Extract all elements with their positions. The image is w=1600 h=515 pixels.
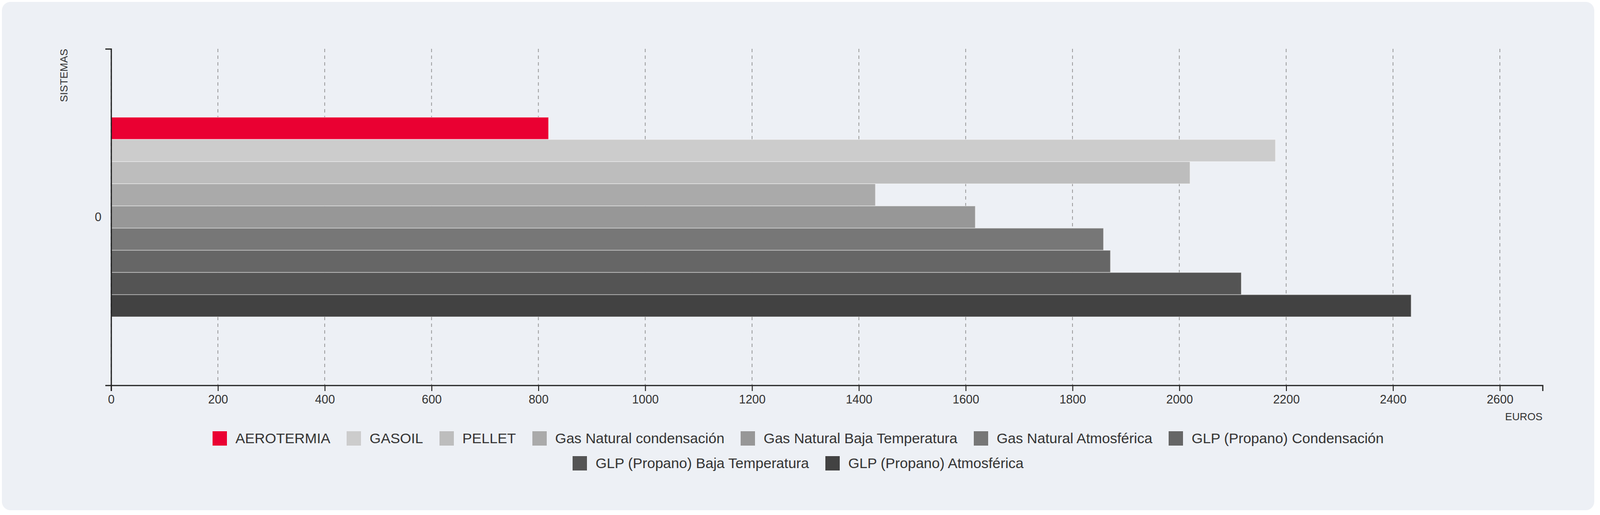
legend-item: GASOIL: [346, 430, 424, 447]
chart: 0 200 400 600 800 1000 1200 1400 1600 1800 2000 220…: [1, 1, 1600, 424]
legend-label: Gas Natural Atmosférica: [996, 430, 1153, 447]
x-tick: 2600: [1486, 385, 1514, 406]
x-tick: 400: [315, 385, 336, 406]
x-tick-mark: [431, 385, 433, 392]
bar: [111, 205, 976, 228]
y-axis-title: SISTEMAS: [57, 48, 70, 102]
x-tick-label: 1600: [952, 392, 980, 406]
x-tick-mark: [1392, 385, 1394, 392]
legend-swatch: [572, 456, 587, 471]
x-tick-mark: [858, 385, 860, 392]
x-tick-mark: [111, 385, 113, 392]
x-tick-label: 1800: [1059, 392, 1087, 406]
x-tick-label: 2200: [1273, 392, 1300, 406]
x-axis: 0 200 400 600 800 1000 1200 1400 1600 1800 2000 220…: [108, 385, 1544, 406]
x-tick-mark: [1179, 385, 1181, 392]
legend-item: Gas Natural condensación: [532, 430, 725, 447]
x-tick-label: 200: [208, 392, 229, 406]
x-tick-label: 1400: [845, 392, 873, 406]
y-axis-line: [105, 49, 112, 386]
x-tick-mark: [1072, 385, 1074, 392]
bar: [111, 250, 1111, 273]
x-tick: 1800: [1059, 385, 1087, 406]
bars: [111, 117, 1412, 317]
legend-label: PELLET: [462, 430, 517, 447]
x-axis-line: [111, 385, 1544, 392]
legend-label: GLP (Propano) Condensación: [1191, 430, 1384, 447]
legend-item: GLP (Propano) Atmosférica: [825, 455, 1024, 472]
legend-swatch: [439, 431, 454, 446]
legend-swatch: [1168, 431, 1184, 446]
legend-swatch: [825, 456, 840, 471]
x-tick: 600: [421, 385, 442, 406]
legend-item: GLP (Propano) Condensación: [1168, 430, 1384, 447]
x-tick: 2200: [1273, 385, 1300, 406]
x-tick-mark: [644, 385, 646, 392]
x-tick-label: 1000: [631, 392, 659, 406]
x-tick-label: 0: [108, 392, 115, 406]
legend-label: Gas Natural condensación: [555, 430, 725, 447]
x-tick-label: 2000: [1166, 392, 1194, 406]
bar: [111, 228, 1104, 251]
x-tick-label: 400: [315, 392, 336, 406]
x-tick: 800: [528, 385, 549, 406]
bar: [111, 294, 1412, 317]
legend-swatch: [346, 431, 361, 446]
legend-item: AEROTERMIA: [212, 430, 331, 447]
x-tick-mark: [1285, 385, 1287, 392]
legend-label: GLP (Propano) Atmosférica: [848, 455, 1024, 472]
x-tick-label: 2400: [1379, 392, 1407, 406]
bar: [111, 139, 1276, 162]
x-tick: 1600: [952, 385, 980, 406]
grid-line: [1499, 48, 1501, 386]
x-tick-label: 1200: [738, 392, 766, 406]
grid-line: [1071, 48, 1073, 386]
legend-item: GLP (Propano) Baja Temperatura: [572, 455, 810, 472]
legend-swatch: [532, 431, 547, 446]
legend-item: PELLET: [439, 430, 517, 447]
legend-item: Gas Natural Atmosférica: [973, 430, 1153, 447]
legend: AEROTERMIA GASOIL PELLET Gas Natural conden…: [1, 430, 1595, 472]
x-tick-mark: [217, 385, 219, 392]
bar: [111, 183, 876, 206]
grid-line: [1179, 48, 1181, 386]
card: 0 200 400 600 800 1000 1200 1400 1600 1800 2000 220…: [1, 1, 1595, 511]
x-tick: 1000: [631, 385, 659, 406]
x-tick-mark: [324, 385, 326, 392]
legend-label: AEROTERMIA: [235, 430, 331, 447]
y-tick: 0: [94, 210, 112, 224]
x-tick-mark: [965, 385, 967, 392]
legend-swatch: [973, 431, 989, 446]
x-axis-title: EUROS: [1505, 410, 1543, 423]
x-tick-mark: [1499, 385, 1501, 392]
x-tick-mark: [538, 385, 540, 392]
x-tick: 1200: [738, 385, 766, 406]
grid-line: [1285, 48, 1287, 386]
legend-swatch: [740, 431, 755, 446]
legend-label: GASOIL: [369, 430, 424, 447]
bar: [111, 161, 1191, 184]
grid-line: [1392, 48, 1394, 386]
x-tick: 2000: [1166, 385, 1194, 406]
legend-label: GLP (Propano) Baja Temperatura: [595, 455, 810, 472]
bar: [111, 117, 549, 140]
legend-item: Gas Natural Baja Temperatura: [740, 430, 958, 447]
x-tick: 0: [108, 385, 115, 406]
y-tick-label: 0: [94, 210, 102, 224]
x-tick: 200: [208, 385, 229, 406]
legend-label: Gas Natural Baja Temperatura: [763, 430, 958, 447]
legend-inner: AEROTERMIA GASOIL PELLET Gas Natural conden…: [103, 430, 1493, 472]
bar: [111, 272, 1242, 295]
x-tick: 1400: [845, 385, 873, 406]
legend-swatch: [212, 431, 227, 446]
y-axis: 0: [94, 49, 112, 386]
x-tick-mark: [751, 385, 753, 392]
x-tick: 2400: [1379, 385, 1407, 406]
grid: [111, 48, 1500, 386]
x-tick-label: 800: [528, 392, 549, 406]
x-tick-label: 2600: [1486, 392, 1514, 406]
x-tick-label: 600: [421, 392, 442, 406]
